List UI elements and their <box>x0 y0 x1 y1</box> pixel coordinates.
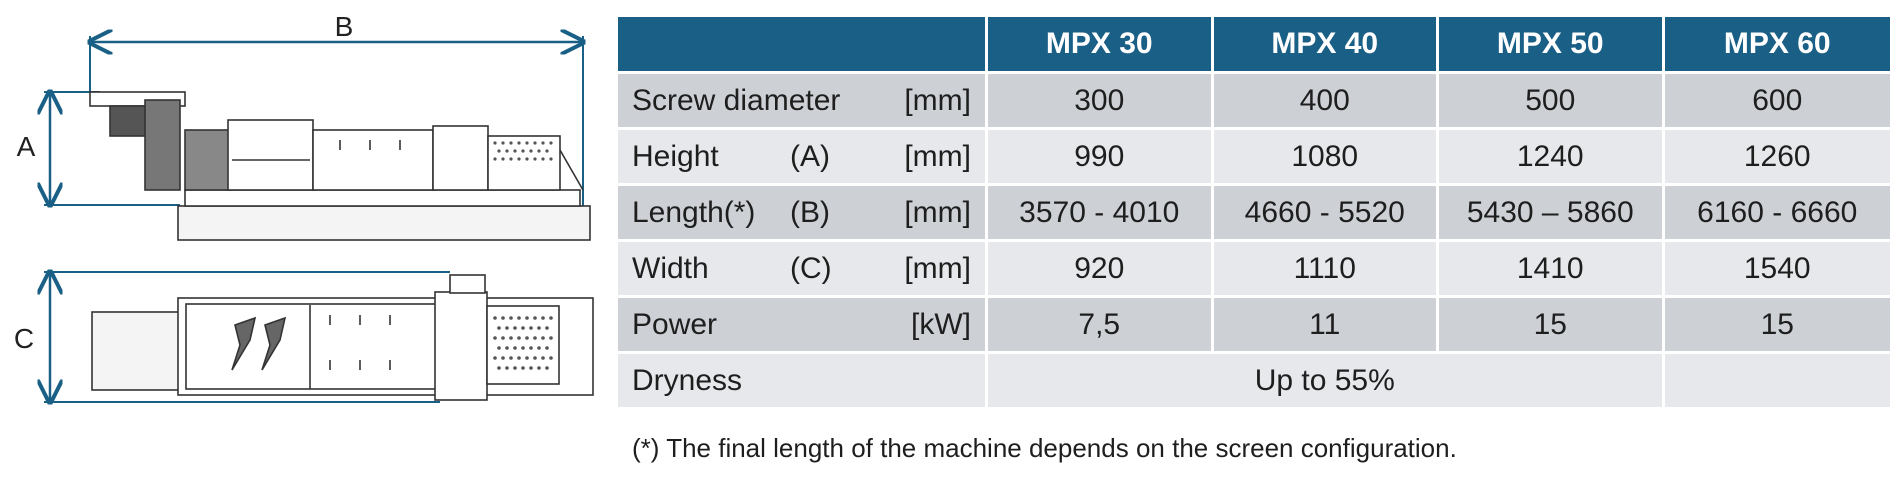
table-cell: 11 <box>1213 298 1439 354</box>
header-model: MPX 60 <box>1664 17 1890 74</box>
row-name: Height <box>632 139 719 173</box>
row-code: (A) <box>790 139 830 173</box>
row-unit: [mm] <box>904 251 971 285</box>
table-row: Length(*) (B) [mm] 3570 - 4010 4660 - 55… <box>618 186 1890 242</box>
table-cell: 1260 <box>1664 130 1890 186</box>
table-row: Power [kW] 7,5 11 15 15 <box>618 298 1890 354</box>
row-label: Length(*) (B) [mm] <box>618 186 988 242</box>
table-cell: 15 <box>1439 298 1665 354</box>
header-corner <box>618 17 988 74</box>
header-model: MPX 40 <box>1213 17 1439 74</box>
row-name: Width <box>632 251 709 285</box>
table-row: Width (C) [mm] 920 1110 1410 1540 <box>618 242 1890 298</box>
row-unit: [mm] <box>904 139 971 173</box>
table-cell: 3570 - 4010 <box>988 186 1214 242</box>
machine-drawings: B A C <box>14 11 594 480</box>
header-model: MPX 30 <box>988 17 1214 74</box>
row-name: Screw diameter <box>632 83 841 117</box>
row-label: Power [kW] <box>618 298 988 354</box>
header-row: MPX 30 MPX 40 MPX 50 MPX 60 <box>618 17 1890 74</box>
row-name: Length(*) <box>632 195 756 229</box>
row-label: Screw diameter [mm] <box>618 74 988 130</box>
row-code: (C) <box>790 251 832 285</box>
table-cell: 500 <box>1439 74 1665 130</box>
footnote: (*) The final length of the machine depe… <box>632 433 1457 463</box>
dimension-b: B <box>90 11 583 206</box>
table-cell: 1540 <box>1664 242 1890 298</box>
dimension-c: C <box>14 272 450 402</box>
table-row: Screw diameter [mm] 300 400 500 600 <box>618 74 1890 130</box>
row-name: Power <box>632 307 718 341</box>
table-cell: 920 <box>988 242 1214 298</box>
side-view <box>89 91 591 241</box>
table-cell: 600 <box>1664 74 1890 130</box>
table-cell: 1240 <box>1439 130 1665 186</box>
table-cell: 400 <box>1213 74 1439 130</box>
row-unit: [mm] <box>904 83 971 117</box>
spec-table: MPX 30 MPX 40 MPX 50 MPX 60 Screw diamet… <box>618 17 1890 410</box>
table-cell: 300 <box>988 74 1214 130</box>
dimension-c-label: C <box>14 323 34 354</box>
top-view <box>91 274 594 401</box>
row-unit: [mm] <box>904 195 971 229</box>
table-cell: 4660 - 5520 <box>1213 186 1439 242</box>
table-cell: 1410 <box>1439 242 1665 298</box>
table-cell: 7,5 <box>988 298 1214 354</box>
table-cell: 1110 <box>1213 242 1439 298</box>
header-model: MPX 50 <box>1439 17 1665 74</box>
dryness-value: Up to 55% <box>988 354 1665 410</box>
table-row: Height (A) [mm] 990 1080 1240 1260 <box>618 130 1890 186</box>
row-unit: [kW] <box>911 307 971 341</box>
row-code: (B) <box>790 195 830 229</box>
dimension-a-label: A <box>17 131 36 162</box>
row-label: Width (C) [mm] <box>618 242 988 298</box>
row-label: Dryness <box>618 354 988 410</box>
row-label: Height (A) [mm] <box>618 130 988 186</box>
table-cell: 6160 - 6660 <box>1664 186 1890 242</box>
table-cell: 15 <box>1664 298 1890 354</box>
dimension-b-label: B <box>335 11 354 42</box>
table-cell: 1080 <box>1213 130 1439 186</box>
empty-cell <box>1664 354 1890 410</box>
table-cell: 5430 – 5860 <box>1439 186 1665 242</box>
row-name: Dryness <box>632 363 743 397</box>
table-cell: 990 <box>988 130 1214 186</box>
table-row-dryness: Dryness Up to 55% <box>618 354 1890 410</box>
